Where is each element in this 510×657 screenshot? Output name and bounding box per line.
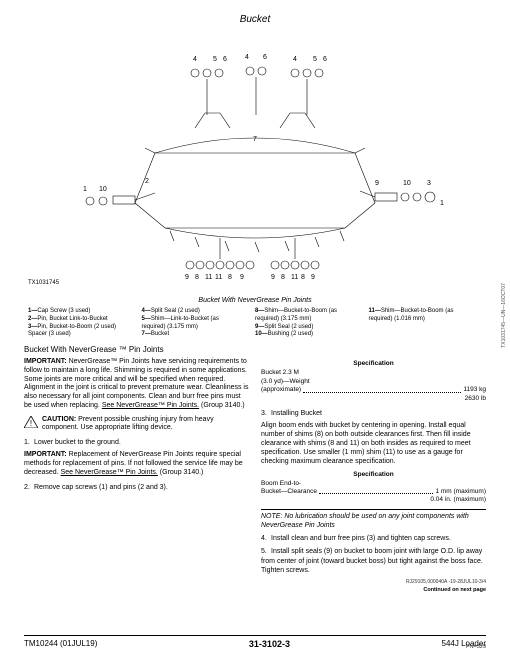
spec-block-1: Bucket 2.3 M (3.0 yd)—Weight (approximat…: [261, 369, 486, 403]
page-header: Bucket: [24, 14, 486, 25]
diagram-side-ref: TX1031745—UN—16OCT07: [501, 283, 507, 348]
spec-heading-2: Specification: [261, 471, 486, 478]
svg-text:11: 11: [215, 274, 222, 281]
svg-text:1: 1: [440, 200, 444, 207]
svg-text:10: 10: [99, 186, 107, 193]
footer-left: TM10244 (01JUL19): [24, 639, 97, 649]
footer-page: 31-3102-3: [249, 639, 290, 649]
svg-text:4: 4: [293, 56, 297, 63]
caution-note: ! CAUTION: Prevent possible crushing inj…: [24, 416, 249, 434]
step-5: 5.Install split seals (9) on bucket to b…: [261, 547, 486, 574]
page-footer: TM10244 (01JUL19) 31-3102-3 544J Loader …: [24, 635, 486, 649]
svg-text:9: 9: [375, 180, 379, 187]
svg-text:9: 9: [271, 274, 275, 281]
step-3: 3.Installing Bucket Align boom ends with…: [261, 409, 486, 467]
svg-text:8: 8: [281, 274, 285, 281]
warning-icon: !: [24, 416, 38, 428]
diagram-caption: Bucket With NeverGrease Pin Joints: [24, 297, 486, 304]
svg-text:8: 8: [301, 274, 305, 281]
svg-text:11: 11: [205, 274, 212, 281]
svg-text:6: 6: [263, 54, 267, 61]
svg-text:2: 2: [145, 178, 149, 185]
footer-pn: PN=329: [466, 644, 486, 650]
continued-label: Continued on next page: [261, 587, 486, 593]
svg-text:6: 6: [323, 56, 327, 63]
section-title: Bucket With NeverGrease ™ Pin Joints: [24, 345, 486, 354]
svg-text:6: 6: [223, 56, 227, 63]
right-column: Specification Bucket 2.3 M (3.0 yd)—Weig…: [261, 358, 486, 593]
step-1: 1.Lower bucket to the ground.: [24, 438, 249, 447]
svg-text:8: 8: [195, 274, 199, 281]
svg-text:1: 1: [83, 186, 87, 193]
svg-text:9: 9: [185, 274, 189, 281]
svg-text:3: 3: [427, 180, 431, 187]
step-2: 2.Remove cap screws (1) and pins (2 and …: [24, 483, 249, 492]
svg-text:4: 4: [193, 56, 197, 63]
important-note-2: IMPORTANT: Replacement of NeverGrease Pi…: [24, 451, 249, 477]
parts-list: 1—Cap Screw (3 used) 2—Pin, Bucket Link-…: [24, 308, 486, 339]
spec-block-2: Boom End-to- Bucket—Clearance1 mm (maxim…: [261, 480, 486, 505]
bucket-diagram: 456 46 456 110 2 7 91031 98111189 981189: [45, 33, 465, 293]
important-note-1: IMPORTANT: NeverGrease™ Pin Joints have …: [24, 358, 249, 411]
svg-text:8: 8: [228, 274, 232, 281]
body-columns: IMPORTANT: NeverGrease™ Pin Joints have …: [24, 358, 486, 593]
diagram-tx-code: TX1031745: [28, 280, 59, 286]
svg-text:4: 4: [245, 54, 249, 61]
svg-text:5: 5: [313, 56, 317, 63]
svg-text:!: !: [30, 419, 32, 428]
step-4: 4.Install clean and burr free pins (3) a…: [261, 534, 486, 543]
left-column: IMPORTANT: NeverGrease™ Pin Joints have …: [24, 358, 249, 593]
svg-text:10: 10: [403, 180, 411, 187]
doc-code: RJ29105,000040A -19-28JUL10-3/4: [261, 579, 486, 585]
svg-text:11: 11: [291, 274, 298, 281]
svg-text:5: 5: [213, 56, 217, 63]
svg-text:7: 7: [253, 136, 257, 143]
svg-text:9: 9: [240, 274, 244, 281]
note-block: NOTE: No lubrication should be used on a…: [261, 509, 486, 531]
svg-text:9: 9: [311, 274, 315, 281]
spec-heading-1: Specification: [261, 360, 486, 367]
